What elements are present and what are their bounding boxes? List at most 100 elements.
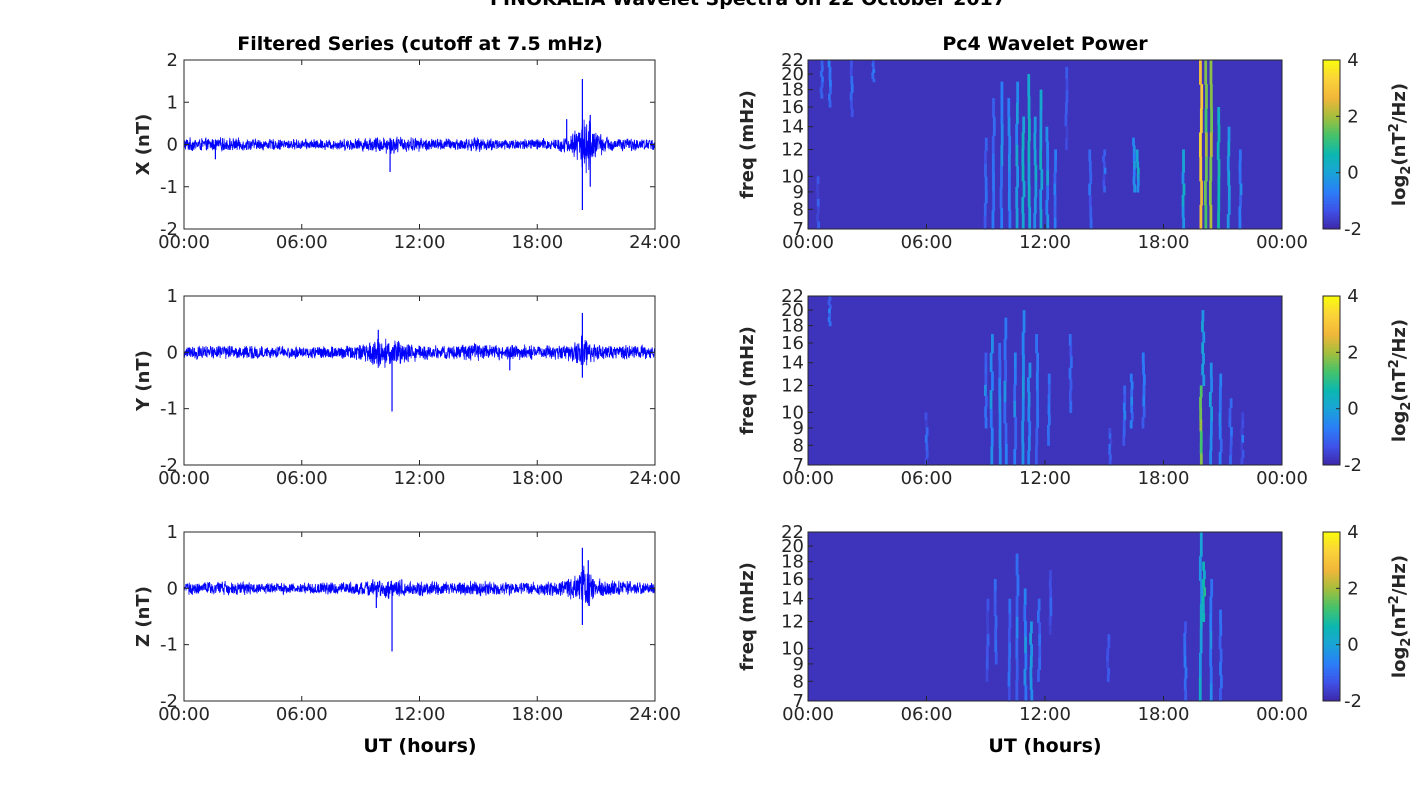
colorbar-segment xyxy=(1323,543,1340,547)
y-tick-label: 9 xyxy=(793,654,804,675)
heatmap-cell xyxy=(1027,162,1031,186)
heatmap-cell xyxy=(1065,90,1069,103)
x-tick-label: 06:00 xyxy=(901,468,953,489)
heatmap-cell xyxy=(1217,176,1221,195)
colorbar-segment xyxy=(1323,164,1340,168)
heatmap-cell xyxy=(1054,149,1058,162)
heatmap-cell xyxy=(1069,345,1073,358)
heatmap-cell xyxy=(1123,394,1127,404)
colorbar-segment xyxy=(1323,172,1340,176)
heatmap-cell xyxy=(1049,606,1053,617)
colorbar-label-part: (nT xyxy=(1389,132,1410,166)
heatmap-cell xyxy=(1021,376,1025,400)
x-tick-label: 00:00 xyxy=(1256,232,1308,253)
heatmap-cell xyxy=(1238,160,1242,173)
heatmap-cell xyxy=(1047,373,1051,385)
colorbar-segment xyxy=(1323,431,1340,435)
heatmap-cell xyxy=(1199,442,1203,455)
heatmap-cell xyxy=(1015,102,1019,125)
heatmap-cell xyxy=(849,68,853,77)
heatmap-cell xyxy=(1035,334,1038,354)
colorbar-segment xyxy=(1323,622,1340,626)
heatmap-cell xyxy=(1027,377,1030,393)
heatmap-cell xyxy=(1037,598,1041,612)
colorbar-segment xyxy=(1323,169,1340,174)
heatmap-cell xyxy=(1015,553,1019,576)
heatmap-cell xyxy=(1209,132,1213,158)
heatmap-cell xyxy=(1036,352,1040,373)
colorbar-label-part: 2 xyxy=(1399,402,1414,411)
heatmap-cell xyxy=(1200,580,1203,606)
colorbar-segment xyxy=(1323,647,1340,651)
heatmap-cell xyxy=(1209,683,1213,702)
heatmap-cell xyxy=(1108,449,1112,455)
heatmap-cell xyxy=(1182,149,1185,162)
heatmap-cell xyxy=(1201,320,1204,333)
heatmap-cell xyxy=(1027,184,1031,208)
heatmap-cell xyxy=(1209,631,1213,650)
heatmap-cell xyxy=(992,172,995,193)
colorbar-segment xyxy=(1323,65,1340,69)
colorbar-segment xyxy=(1323,341,1340,345)
heatmap-cell xyxy=(1132,168,1136,177)
y-tick-label: 10 xyxy=(781,638,804,659)
heatmap-cell xyxy=(994,615,998,629)
heatmap-cell xyxy=(1021,164,1025,182)
heatmap-cell xyxy=(1038,634,1042,647)
colorbar-segment xyxy=(1323,119,1340,123)
colorbar-segment xyxy=(1323,596,1340,601)
heatmap-cell xyxy=(1003,401,1007,424)
x-tick-label: 18:00 xyxy=(1138,232,1190,253)
colorbar-segment xyxy=(1323,554,1340,558)
y-tick-label: 0 xyxy=(167,342,178,363)
y-tick-label: 7 xyxy=(793,455,804,476)
heatmap-cell xyxy=(984,417,988,429)
heatmap-cell xyxy=(1007,657,1011,673)
heatmap-cell xyxy=(1226,155,1230,172)
x-tick-label: 24:00 xyxy=(629,468,681,489)
colorbar-segment xyxy=(1323,548,1340,553)
heatmap-cell xyxy=(1106,647,1110,656)
heatmap-cell xyxy=(1039,109,1043,131)
colorbar-segment xyxy=(1323,369,1340,373)
heatmap-cell xyxy=(1023,604,1027,622)
heatmap-cell xyxy=(1122,419,1126,429)
colorbar-segment xyxy=(1323,178,1340,182)
heatmap-cell xyxy=(986,622,990,635)
heatmap-cell xyxy=(1024,652,1028,670)
heatmap-cell xyxy=(850,100,853,110)
heatmap-cell xyxy=(1122,436,1126,446)
heatmap-cell xyxy=(984,395,988,407)
heatmap-cell xyxy=(816,198,820,208)
heatmap-cell xyxy=(1142,374,1146,386)
heatmap-cell xyxy=(1027,140,1031,164)
y-axis-label: Z (nT) xyxy=(133,586,154,647)
heatmap-cell xyxy=(1209,450,1212,466)
heatmap-cell xyxy=(1210,377,1213,393)
heatmap-cell xyxy=(1203,570,1206,580)
colorbar-tick-label: 0 xyxy=(1347,399,1358,420)
right-column-title: Pc4 Wavelet Power xyxy=(942,33,1148,55)
colorbar-segment xyxy=(1323,448,1340,452)
heatmap-cell xyxy=(1065,137,1068,151)
colorbar-segment xyxy=(1323,335,1340,339)
heatmap-cell xyxy=(1021,332,1025,355)
heatmap-cell xyxy=(993,603,997,616)
y-tick-label: 20 xyxy=(781,64,804,85)
colorbar-segment xyxy=(1323,599,1340,603)
y-tick-label: 1 xyxy=(167,522,178,543)
heatmap-cell xyxy=(998,360,1002,379)
heatmap-cell xyxy=(1088,160,1092,173)
heatmap-cell xyxy=(1029,678,1033,691)
heatmap-cell xyxy=(985,657,989,671)
colorbar-segment xyxy=(1323,352,1340,356)
heatmap-cell xyxy=(1036,408,1039,429)
y-tick-label: 14 xyxy=(781,117,804,138)
colorbar-label-part: 2 xyxy=(1387,595,1402,604)
heatmap-cell xyxy=(1089,217,1093,230)
colorbar-segment xyxy=(1323,223,1340,227)
heatmap-cell xyxy=(1046,155,1050,172)
heatmap-cell xyxy=(1089,206,1093,219)
heatmap-cell xyxy=(1064,102,1068,115)
heatmap-cell xyxy=(1135,149,1139,157)
